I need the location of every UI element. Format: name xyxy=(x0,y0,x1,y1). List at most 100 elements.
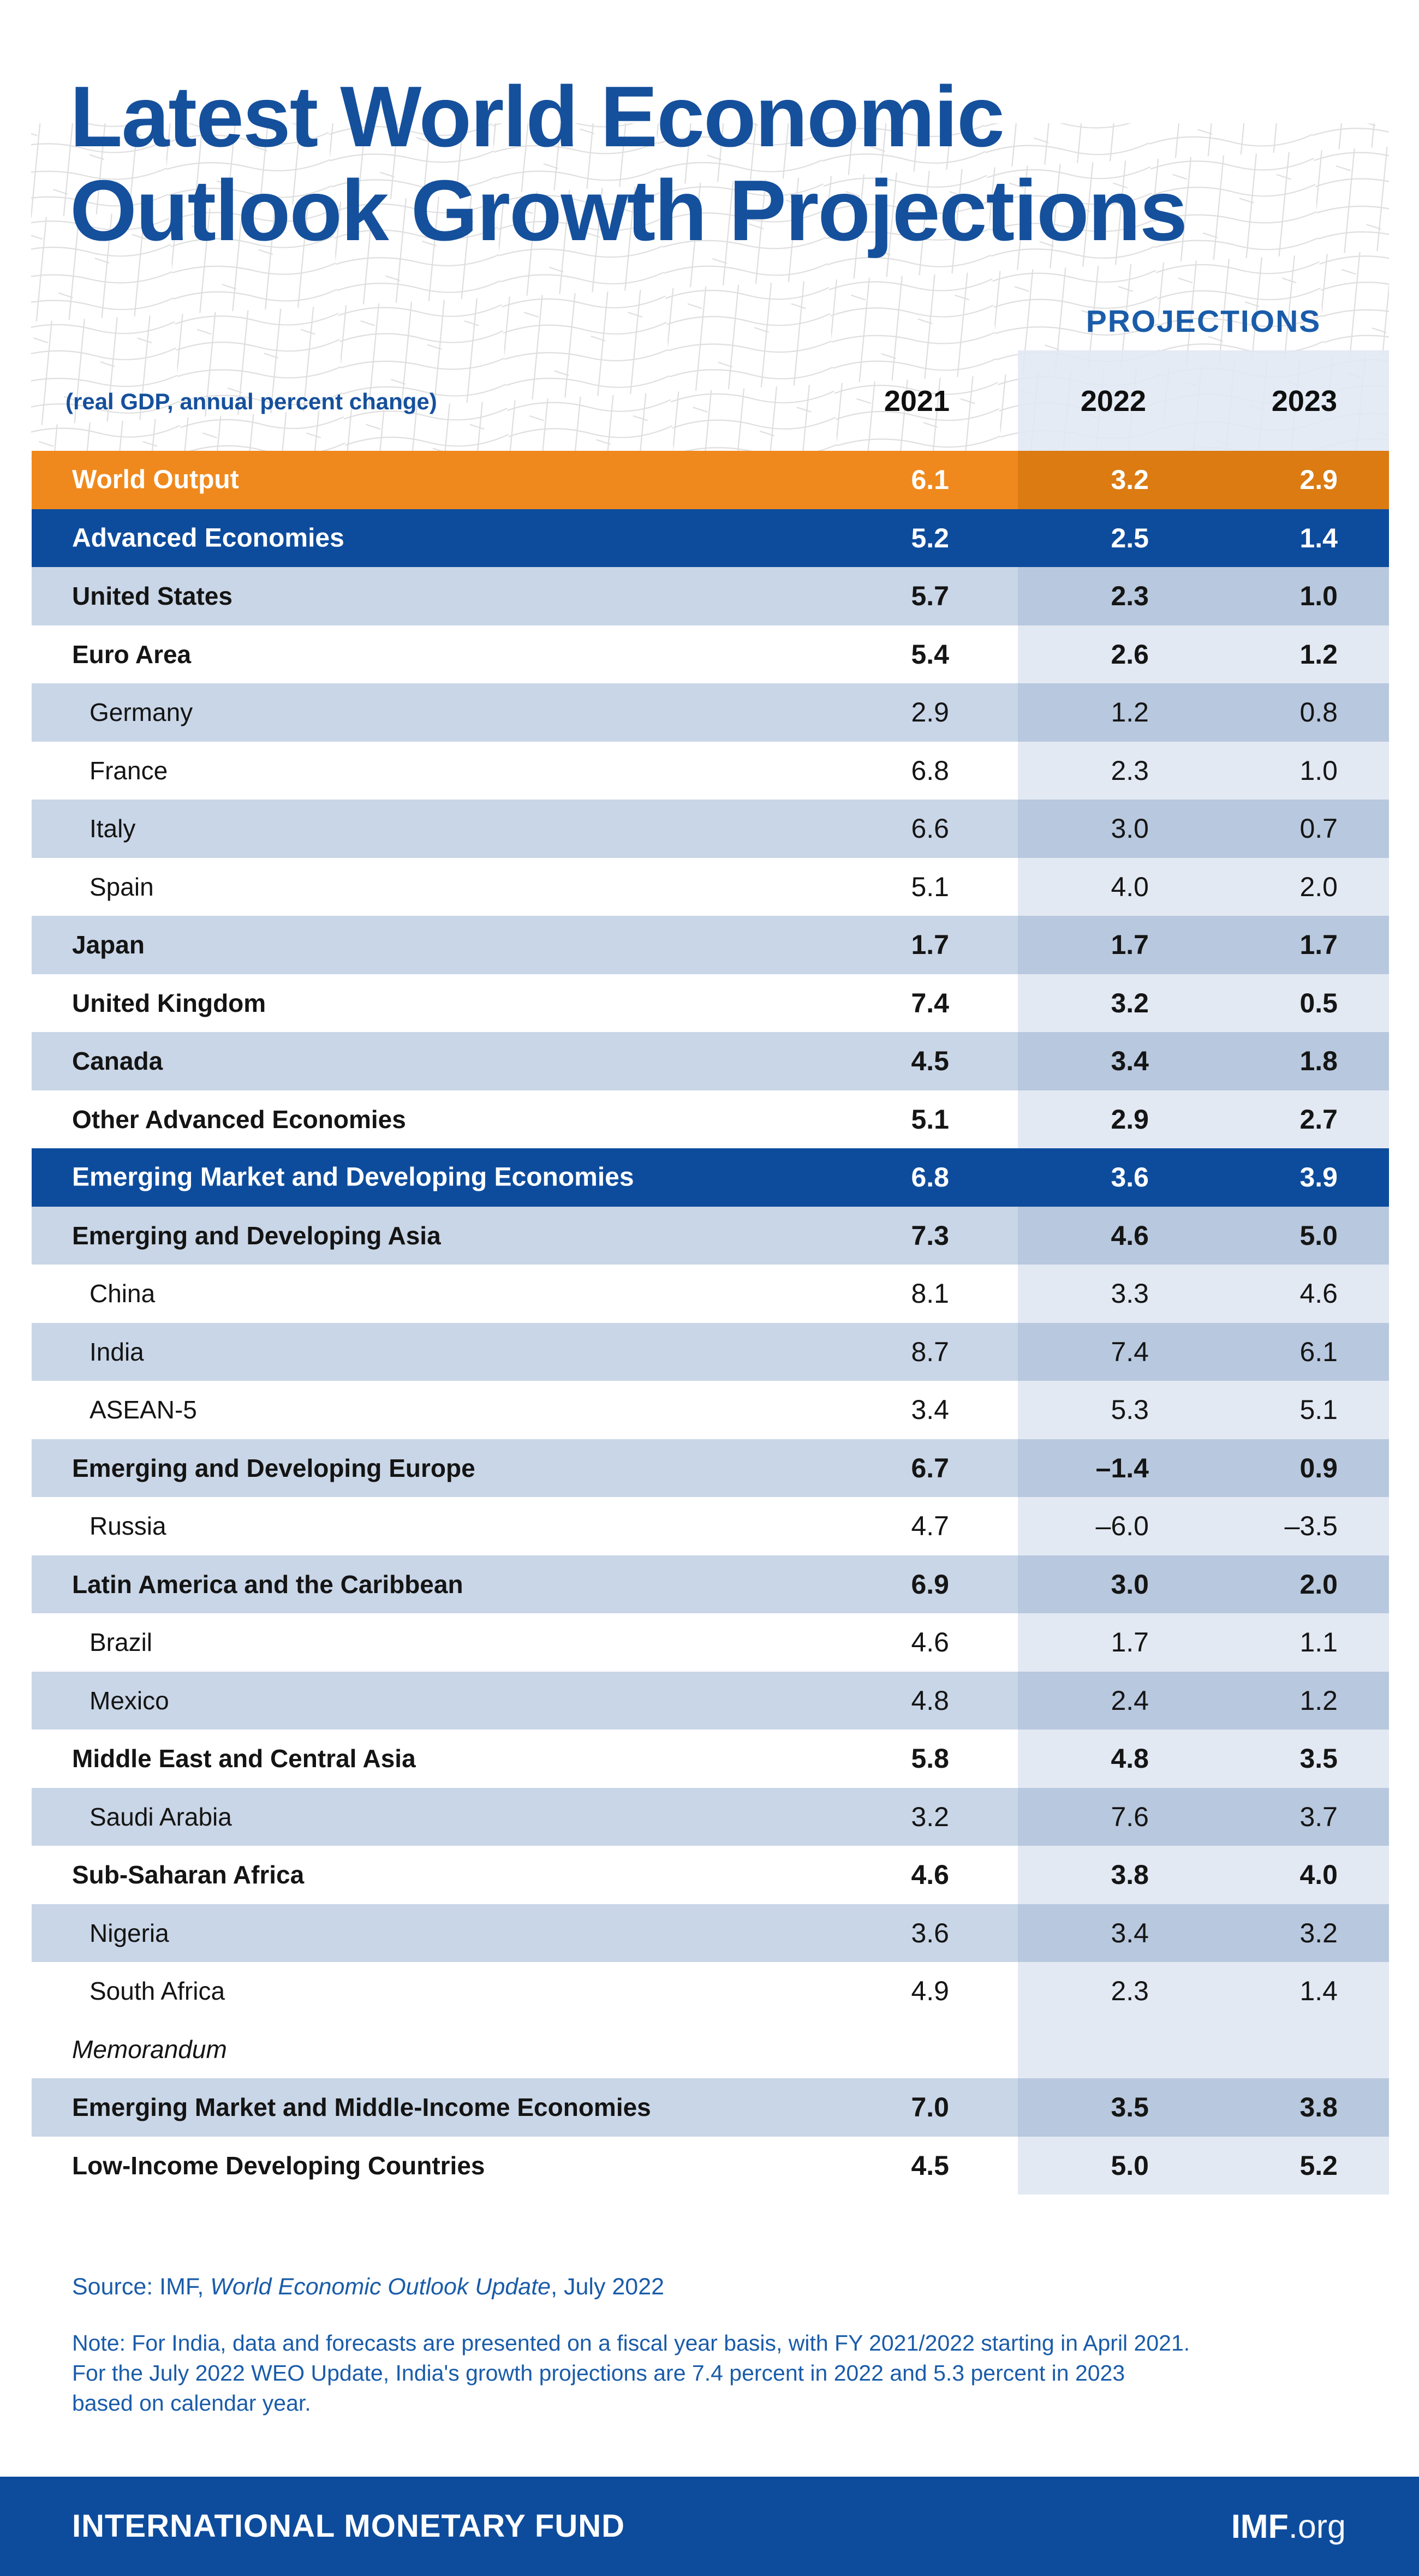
value-2023: 0.7 xyxy=(1299,813,1338,844)
note-text: Note: For India, data and forecasts are … xyxy=(72,2330,1190,2416)
value-2021: 3.4 xyxy=(911,1394,949,1426)
value-2021: 4.6 xyxy=(911,1627,949,1658)
value-2022: 3.2 xyxy=(1111,464,1149,496)
value-2022: 4.6 xyxy=(1111,1220,1149,1251)
value-2021: 5.8 xyxy=(911,1743,949,1774)
value-2022: 7.4 xyxy=(1111,1336,1149,1367)
row-label: United Kingdom xyxy=(72,988,266,1017)
row-projection-shade xyxy=(1018,1381,1389,1439)
row-label: Italy xyxy=(90,814,136,843)
row-projection-shade xyxy=(1018,800,1389,858)
value-2021: 6.8 xyxy=(911,755,949,786)
row-label: India xyxy=(90,1337,144,1366)
value-2021: 6.1 xyxy=(911,464,949,496)
value-2022: 2.3 xyxy=(1111,755,1149,786)
table-row: Emerging and Developing Asia 7.3 4.6 5.0 xyxy=(32,1206,1389,1265)
row-label: Sub-Saharan Africa xyxy=(72,1861,305,1889)
row-projection-shade xyxy=(1018,1497,1389,1555)
column-header-2022: 2022 xyxy=(1080,385,1146,418)
value-2022: 3.5 xyxy=(1111,2092,1149,2123)
value-2022: 2.9 xyxy=(1111,1104,1149,1135)
table-row: Canada 4.5 3.4 1.8 xyxy=(32,1032,1389,1090)
value-2023: 1.2 xyxy=(1299,639,1338,670)
value-2023: 1.0 xyxy=(1299,755,1338,786)
row-projection-shade xyxy=(1018,1439,1389,1497)
value-2023: 3.9 xyxy=(1299,1162,1338,1193)
value-2022: 1.7 xyxy=(1111,1627,1149,1658)
value-2023: 2.9 xyxy=(1299,464,1338,496)
value-2023: –3.5 xyxy=(1284,1511,1338,1542)
table-row: France 6.8 2.3 1.0 xyxy=(32,741,1389,800)
value-2021: 4.7 xyxy=(911,1511,949,1542)
row-label: Germany xyxy=(90,698,193,727)
table-row: World Output 6.1 3.2 2.9 xyxy=(32,451,1389,509)
value-2023: 0.8 xyxy=(1299,697,1338,728)
table-row: Japan 1.7 1.7 1.7 xyxy=(32,916,1389,974)
value-2023: 3.7 xyxy=(1299,1801,1338,1832)
value-2022: 3.3 xyxy=(1111,1278,1149,1309)
footer-site-link: IMF.org xyxy=(1231,2477,1346,2576)
row-label: Middle East and Central Asia xyxy=(72,1744,416,1773)
row-label: Emerging Market and Middle-Income Econom… xyxy=(72,2093,651,2122)
value-2022: 1.2 xyxy=(1111,697,1149,728)
value-2021: 5.1 xyxy=(911,871,949,902)
footer-site-imf: IMF xyxy=(1231,2508,1289,2545)
row-projection-shade xyxy=(1018,1090,1389,1148)
value-2021: 4.9 xyxy=(911,1976,949,2007)
value-2021: 2.9 xyxy=(911,697,949,728)
row-label: Canada xyxy=(72,1047,163,1076)
table-row: Memorandum xyxy=(32,2020,1389,2078)
value-2021: 4.8 xyxy=(911,1685,949,1716)
table-row: Other Advanced Economies 5.1 2.9 2.7 xyxy=(32,1090,1389,1148)
row-projection-shade xyxy=(1018,1148,1389,1207)
row-label: Memorandum xyxy=(72,2035,227,2064)
table-row: South Africa 4.9 2.3 1.4 xyxy=(32,1962,1389,2020)
value-2022: 2.5 xyxy=(1111,522,1149,553)
value-2021: 4.5 xyxy=(911,1046,949,1077)
row-label: Russia xyxy=(90,1512,166,1541)
value-2023: 5.0 xyxy=(1299,1220,1338,1251)
table-row: Emerging and Developing Europe 6.7 –1.4 0.9 xyxy=(32,1439,1389,1497)
value-2023: 2.0 xyxy=(1299,871,1338,902)
value-2021: 5.7 xyxy=(911,581,949,612)
value-2022: –6.0 xyxy=(1095,1511,1149,1542)
table-row: Germany 2.9 1.2 0.8 xyxy=(32,683,1389,742)
value-2023: 3.5 xyxy=(1299,1743,1338,1774)
value-2023: 1.7 xyxy=(1299,929,1338,961)
value-2023: 0.5 xyxy=(1299,987,1338,1018)
value-2022: 3.6 xyxy=(1111,1162,1149,1193)
row-label: World Output xyxy=(72,465,239,494)
row-label: China xyxy=(90,1279,156,1308)
value-2021: 6.7 xyxy=(911,1452,949,1483)
table-row: India 8.7 7.4 6.1 xyxy=(32,1322,1389,1381)
row-projection-shade xyxy=(1018,2136,1389,2195)
value-2023: 4.6 xyxy=(1299,1278,1338,1309)
table-row: China 8.1 3.3 4.6 xyxy=(32,1265,1389,1323)
value-2023: 3.2 xyxy=(1299,1917,1338,1948)
footer-bar: INTERNATIONAL MONETARY FUND IMF.org xyxy=(0,2477,1419,2576)
title-line-2: Outlook Growth Projections xyxy=(70,163,1188,259)
row-projection-shade xyxy=(1018,1730,1389,1788)
title-line-1: Latest World Economic xyxy=(70,69,1005,165)
value-2023: 1.2 xyxy=(1299,1685,1338,1716)
row-projection-shade xyxy=(1018,1613,1389,1672)
row-label: Nigeria xyxy=(90,1918,169,1947)
value-2022: 3.8 xyxy=(1111,1859,1149,1891)
footer-org-name: INTERNATIONAL MONETARY FUND xyxy=(72,2508,625,2544)
value-2023: 0.9 xyxy=(1299,1452,1338,1483)
value-2021: 8.1 xyxy=(911,1278,949,1309)
row-label: Latin America and the Caribbean xyxy=(72,1570,463,1599)
row-projection-shade xyxy=(1018,625,1389,683)
value-2021: 1.7 xyxy=(911,929,949,961)
value-2022: 5.0 xyxy=(1111,2150,1149,2181)
value-2022: 4.0 xyxy=(1111,871,1149,902)
table-row: Saudi Arabia 3.2 7.6 3.7 xyxy=(32,1787,1389,1846)
row-projection-shade xyxy=(1018,509,1389,567)
table-row: United Kingdom 7.4 3.2 0.5 xyxy=(32,974,1389,1032)
value-2021: 5.1 xyxy=(911,1104,949,1135)
value-2022: 3.4 xyxy=(1111,1917,1149,1948)
row-projection-shade xyxy=(1018,1322,1389,1381)
projections-table: World Output 6.1 3.2 2.9 Advanced Economies 5… xyxy=(32,451,1389,2195)
value-2021: 4.6 xyxy=(911,1859,949,1891)
table-row: Sub-Saharan Africa 4.6 3.8 4.0 xyxy=(32,1846,1389,1904)
